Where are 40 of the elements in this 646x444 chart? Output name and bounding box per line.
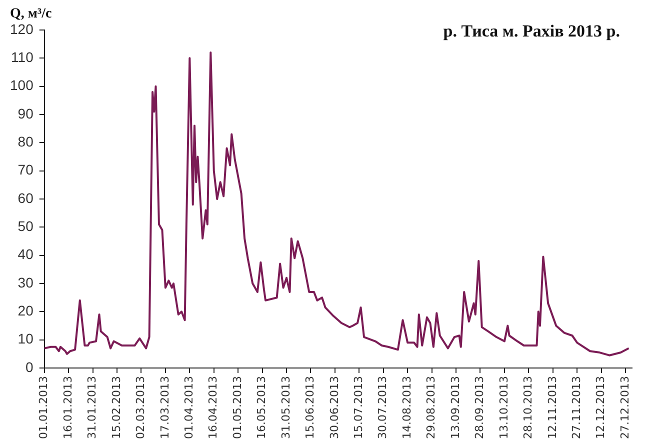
y-tick-label: 80 [18,134,34,150]
y-tick-label: 20 [18,302,34,319]
x-tick-label: 13.10.2013 [497,376,510,440]
x-tick-label: 15.06.2013 [304,376,317,440]
x-tick-label: 30.06.2013 [328,376,341,440]
x-tick-label: 13.09.2013 [448,376,462,440]
x-tick-label: 16.05.2013 [255,376,268,440]
chart-title: р. Тиса м. Рахів 2013 р. [443,21,620,40]
y-tick-label: 10 [18,330,34,347]
x-tick-label: 01.04.2013 [182,376,196,440]
x-tick-label: 12.11.2013 [546,376,559,440]
y-tick-label: 30 [18,274,34,290]
y-tick-label: 70 [18,162,34,178]
x-tick-label: 15.07.2013 [352,376,366,440]
x-tick-label: 29.08.2013 [424,376,438,440]
y-tick-label: 50 [18,218,34,234]
y-axis-title: Q, м³/с [10,6,52,22]
x-tick-label: 17.03.2013 [158,376,172,440]
x-tick-label: 01.05.2013 [230,376,244,440]
x-tick-label: 27.11.2013 [570,376,583,440]
x-tick-label: 15.02.2013 [110,376,123,440]
y-tick-label: 40 [18,246,34,262]
x-tick-label: 12.12.2013 [594,376,608,440]
x-tick-label: 30.07.2013 [376,376,390,440]
x-tick-label: 31.05.2013 [279,376,292,440]
x-tick-label: 16.04.2013 [206,376,220,440]
y-tick-label: 0 [26,358,34,375]
y-tick-label: 120 [10,20,34,37]
x-tick-label: 01.01.2013 [37,376,50,440]
x-tick-label: 14.08.2013 [400,376,414,440]
x-tick-label: 16.01.2013 [61,376,74,440]
y-tick-label: 90 [18,105,34,122]
x-tick-label: 27.12.2013 [618,376,632,440]
x-tick-label: 31.01.2013 [86,376,99,440]
x-tick-label: 28.09.2013 [473,376,486,440]
x-tick-label: 28.10.2013 [522,376,535,440]
y-tick-label: 60 [18,190,34,206]
y-tick-label: 110 [11,49,34,66]
y-tick-label: 100 [10,77,34,94]
x-tick-label: 02.03.2013 [134,376,148,440]
